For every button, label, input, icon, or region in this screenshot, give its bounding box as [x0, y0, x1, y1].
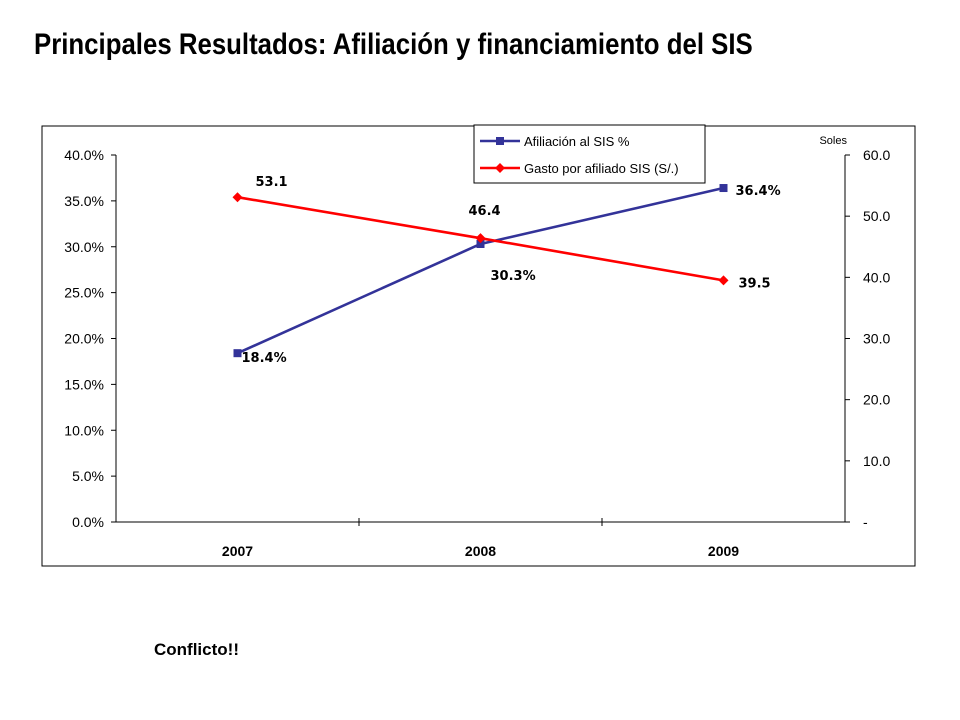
right-axis-tick-label: 30.0: [863, 331, 890, 347]
right-axis-tick-label: 20.0: [863, 392, 890, 408]
data-point-marker: [232, 192, 243, 203]
right-axis-tick-label: 10.0: [863, 453, 890, 469]
legend-swatch-marker: [495, 163, 505, 173]
data-label: 53.1: [256, 175, 288, 190]
right-axis-unit-label: Soles: [819, 135, 847, 147]
left-axis-tick-label: 35.0%: [64, 193, 104, 209]
left-axis-tick-label: 20.0%: [64, 331, 104, 347]
slide-title: Principales Resultados: Afiliación y fin…: [34, 28, 753, 61]
left-axis-tick-label: 5.0%: [72, 468, 104, 484]
right-axis-tick-label: 50.0: [863, 208, 890, 224]
data-label: 36.4%: [736, 184, 781, 199]
left-axis-tick-label: 25.0%: [64, 285, 104, 301]
data-point-marker: [719, 184, 728, 193]
left-axis-tick-label: 40.0%: [64, 147, 104, 163]
legend-entry-label: Gasto por afiliado SIS (S/.): [524, 161, 679, 176]
right-axis-tick-label: 60.0: [863, 147, 890, 163]
x-axis-category-label: 2009: [708, 543, 739, 559]
data-label: 18.4%: [242, 351, 287, 366]
legend-box: [473, 124, 706, 184]
left-axis-tick-label: 10.0%: [64, 422, 104, 438]
left-axis-tick-label: 30.0%: [64, 239, 104, 255]
data-label: 39.5: [739, 276, 771, 291]
right-axis-tick-label: 40.0: [863, 269, 890, 285]
data-label: 30.3%: [491, 269, 536, 284]
left-axis-tick-label: 0.0%: [72, 514, 104, 530]
data-point-marker: [718, 275, 729, 286]
footer-note: Conflicto!!: [154, 640, 239, 659]
left-axis-tick-label: 15.0%: [64, 376, 104, 392]
x-axis-category-label: 2007: [222, 543, 253, 559]
data-point-marker: [233, 349, 242, 358]
data-point-marker: [475, 233, 486, 244]
x-axis-category-label: 2008: [465, 543, 496, 559]
data-label: 46.4: [469, 204, 501, 219]
chart-area-border: [41, 125, 916, 567]
right-axis-tick-label: -: [863, 514, 868, 530]
legend-swatch-marker: [496, 137, 504, 145]
legend-entry-label: Afiliación al SIS %: [524, 134, 630, 149]
data-point-marker: [476, 239, 485, 248]
